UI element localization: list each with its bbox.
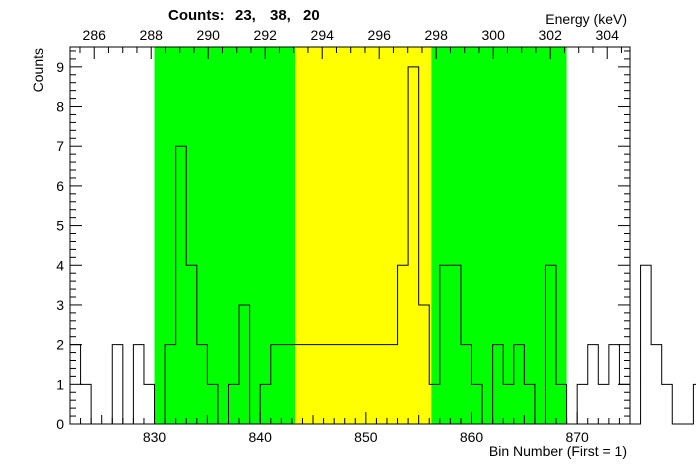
region-left-background bbox=[154, 47, 296, 424]
y-tick-label-7: 7 bbox=[56, 138, 64, 154]
y-tick-label-6: 6 bbox=[56, 178, 64, 194]
y-tick-label-3: 3 bbox=[56, 297, 64, 313]
tick-marks bbox=[69, 47, 631, 425]
energy-tick-label-296: 296 bbox=[368, 27, 392, 43]
axes bbox=[69, 46, 631, 425]
x-tick-label-830: 830 bbox=[143, 429, 167, 445]
x-tick-label-840: 840 bbox=[249, 429, 273, 445]
y-tick-label-5: 5 bbox=[56, 218, 64, 234]
y-tick-label-2: 2 bbox=[56, 337, 64, 353]
counts-header-value-3: 20 bbox=[303, 7, 320, 24]
region-peak bbox=[295, 47, 432, 424]
highlight-regions bbox=[154, 47, 567, 424]
y-axis-label: Counts bbox=[30, 48, 46, 92]
plot-frame bbox=[69, 46, 631, 425]
x-axis-bottom-label: Bin Number (First = 1) bbox=[489, 443, 627, 459]
energy-tick-label-290: 290 bbox=[197, 27, 221, 43]
x-tick-label-870: 870 bbox=[565, 429, 589, 445]
x-tick-label-860: 860 bbox=[460, 429, 484, 445]
tick-labels: 0 1 2 3 4 5 6 7 8 9 830 840 850 860 870 286 288 290 292 294… bbox=[56, 27, 619, 445]
energy-tick-label-288: 288 bbox=[140, 27, 164, 43]
histogram-line bbox=[70, 66, 696, 425]
energy-tick-label-298: 298 bbox=[425, 27, 449, 43]
region-right-background bbox=[431, 47, 567, 424]
y-tick-label-1: 1 bbox=[56, 376, 64, 392]
histogram-series bbox=[70, 66, 696, 425]
energy-tick-label-294: 294 bbox=[311, 27, 335, 43]
energy-tick-label-304: 304 bbox=[596, 27, 620, 43]
energy-tick-label-292: 292 bbox=[254, 27, 278, 43]
energy-tick-label-300: 300 bbox=[482, 27, 506, 43]
energy-tick-label-302: 302 bbox=[539, 27, 563, 43]
x-axis-top-label: Energy (keV) bbox=[545, 11, 627, 27]
x-tick-label-850: 850 bbox=[354, 429, 378, 445]
counts-header-value-1: 23, bbox=[235, 7, 256, 24]
y-tick-label-8: 8 bbox=[56, 99, 64, 115]
counts-header-value-2: 38, bbox=[270, 7, 291, 24]
y-tick-label-0: 0 bbox=[56, 416, 64, 432]
energy-tick-label-286: 286 bbox=[83, 27, 107, 43]
y-tick-label-9: 9 bbox=[56, 59, 64, 75]
y-tick-label-4: 4 bbox=[56, 257, 64, 273]
counts-header-label: Counts: bbox=[168, 7, 225, 24]
